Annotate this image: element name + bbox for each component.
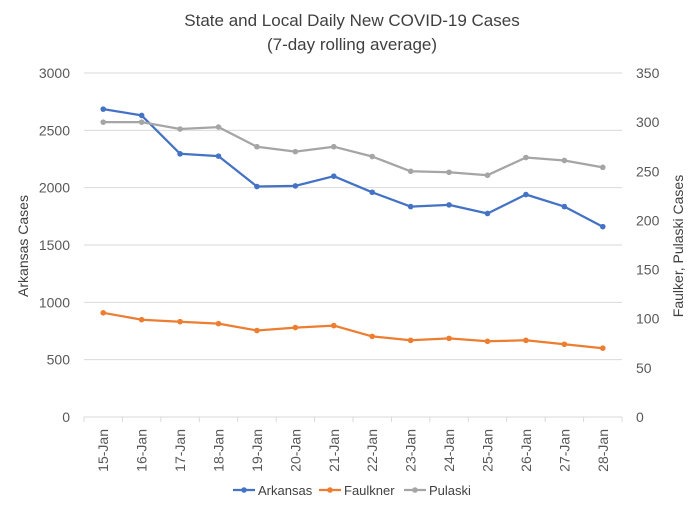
data-point-faulkner (369, 333, 376, 340)
legend-marker-pulaski (412, 487, 418, 493)
y2-tick-label: 50 (636, 360, 652, 376)
y-tick-label: 1000 (39, 294, 70, 310)
y2-tick-label: 0 (636, 409, 644, 425)
data-point-arkansas (446, 202, 452, 208)
data-point-arkansas (523, 191, 529, 198)
x-tick-label: 24-Jan (441, 429, 457, 472)
y2-tick-label: 350 (636, 65, 660, 81)
y-tick-label: 2000 (39, 180, 70, 196)
y2-tick-label: 300 (636, 114, 660, 130)
x-tick-label: 27-Jan (556, 429, 572, 472)
y-tick-label: 1500 (39, 237, 70, 253)
legend-label-faulkner: Faulkner (344, 483, 395, 498)
data-point-faulkner (138, 316, 145, 323)
x-tick-label: 25-Jan (480, 429, 496, 472)
x-tick-label: 28-Jan (595, 429, 611, 472)
y-tick-label: 0 (62, 409, 70, 425)
data-point-faulkner (215, 320, 222, 327)
y-tick-label: 500 (47, 352, 71, 368)
data-point-faulkner (407, 337, 414, 344)
x-tick-label: 18-Jan (211, 429, 227, 472)
x-tick-label: 15-Jan (95, 429, 111, 472)
x-tick-label: 22-Jan (364, 429, 380, 472)
data-point-faulkner (330, 322, 337, 329)
legend: Arkansas Faulkner Pulaski (233, 483, 471, 498)
data-point-arkansas (177, 151, 183, 157)
data-point-arkansas (484, 210, 491, 217)
x-tick-label: 16-Jan (134, 429, 150, 472)
y2-tick-label: 200 (636, 212, 660, 228)
x-tick-label: 26-Jan (518, 429, 534, 472)
data-point-faulkner (292, 324, 299, 331)
data-point-pulaski (138, 119, 145, 125)
data-point-arkansas (407, 203, 414, 210)
data-point-pulaski (523, 154, 529, 161)
data-point-pulaski (292, 148, 299, 155)
data-point-arkansas (330, 173, 337, 179)
data-point-pulaski (407, 168, 414, 175)
y-tick-label: 3000 (39, 65, 70, 81)
data-point-arkansas (215, 153, 222, 159)
data-point-arkansas (292, 183, 299, 189)
chart-title: State and Local Daily New COVID-19 Cases (184, 11, 519, 30)
data-point-arkansas (138, 112, 145, 119)
data-point-faulkner (484, 338, 491, 345)
y-tick-label: 2500 (39, 122, 70, 138)
legend-marker-faulkner (327, 487, 333, 493)
data-point-faulkner (100, 310, 107, 316)
data-point-pulaski (254, 143, 260, 150)
y2-tick-label: 150 (636, 262, 660, 278)
data-point-pulaski (561, 157, 568, 164)
axes: 0 500 1000 1500 2000 2500 3000 0 50 100 150 200 250 3… (39, 65, 660, 472)
data-point-arkansas (561, 203, 568, 210)
data-point-pulaski (369, 153, 376, 160)
legend-marker-arkansas (241, 487, 247, 493)
x-tick-label: 21-Jan (326, 429, 342, 472)
series-line-pulaski (102, 120, 604, 177)
data-point-faulkner (561, 341, 568, 348)
y2-axis-label: Faulker, Pulaski Cases (670, 175, 686, 317)
series-line-arkansas (102, 107, 604, 228)
data-point-pulaski (330, 143, 337, 150)
gridlines (84, 72, 622, 361)
data-point-faulkner (254, 327, 260, 334)
data-point-pulaski (100, 119, 107, 125)
data-point-faulkner (599, 345, 606, 352)
legend-label-arkansas: Arkansas (258, 483, 313, 498)
data-point-pulaski (599, 164, 606, 171)
data-point-arkansas (100, 106, 107, 112)
data-point-faulkner (446, 335, 452, 342)
data-point-pulaski (177, 126, 183, 132)
legend-label-pulaski: Pulaski (429, 483, 471, 498)
data-point-arkansas (599, 223, 606, 230)
series-line-faulkner (102, 311, 604, 350)
x-tick-label: 23-Jan (403, 429, 419, 472)
data-point-faulkner (523, 337, 529, 344)
x-tick-label: 19-Jan (249, 429, 265, 472)
y-axis-label: Arkansas Cases (15, 195, 31, 297)
data-point-arkansas (369, 189, 376, 196)
series-lines (100, 106, 606, 352)
data-point-pulaski (446, 169, 452, 176)
data-point-pulaski (484, 172, 491, 179)
data-point-pulaski (215, 124, 222, 130)
x-tick-label: 20-Jan (287, 429, 303, 472)
y2-tick-label: 250 (636, 163, 660, 179)
y2-tick-label: 100 (636, 311, 660, 327)
data-point-faulkner (177, 318, 183, 325)
chart-subtitle: (7-day rolling average) (267, 35, 437, 54)
data-point-arkansas (254, 183, 260, 190)
x-tick-label: 17-Jan (172, 429, 188, 472)
